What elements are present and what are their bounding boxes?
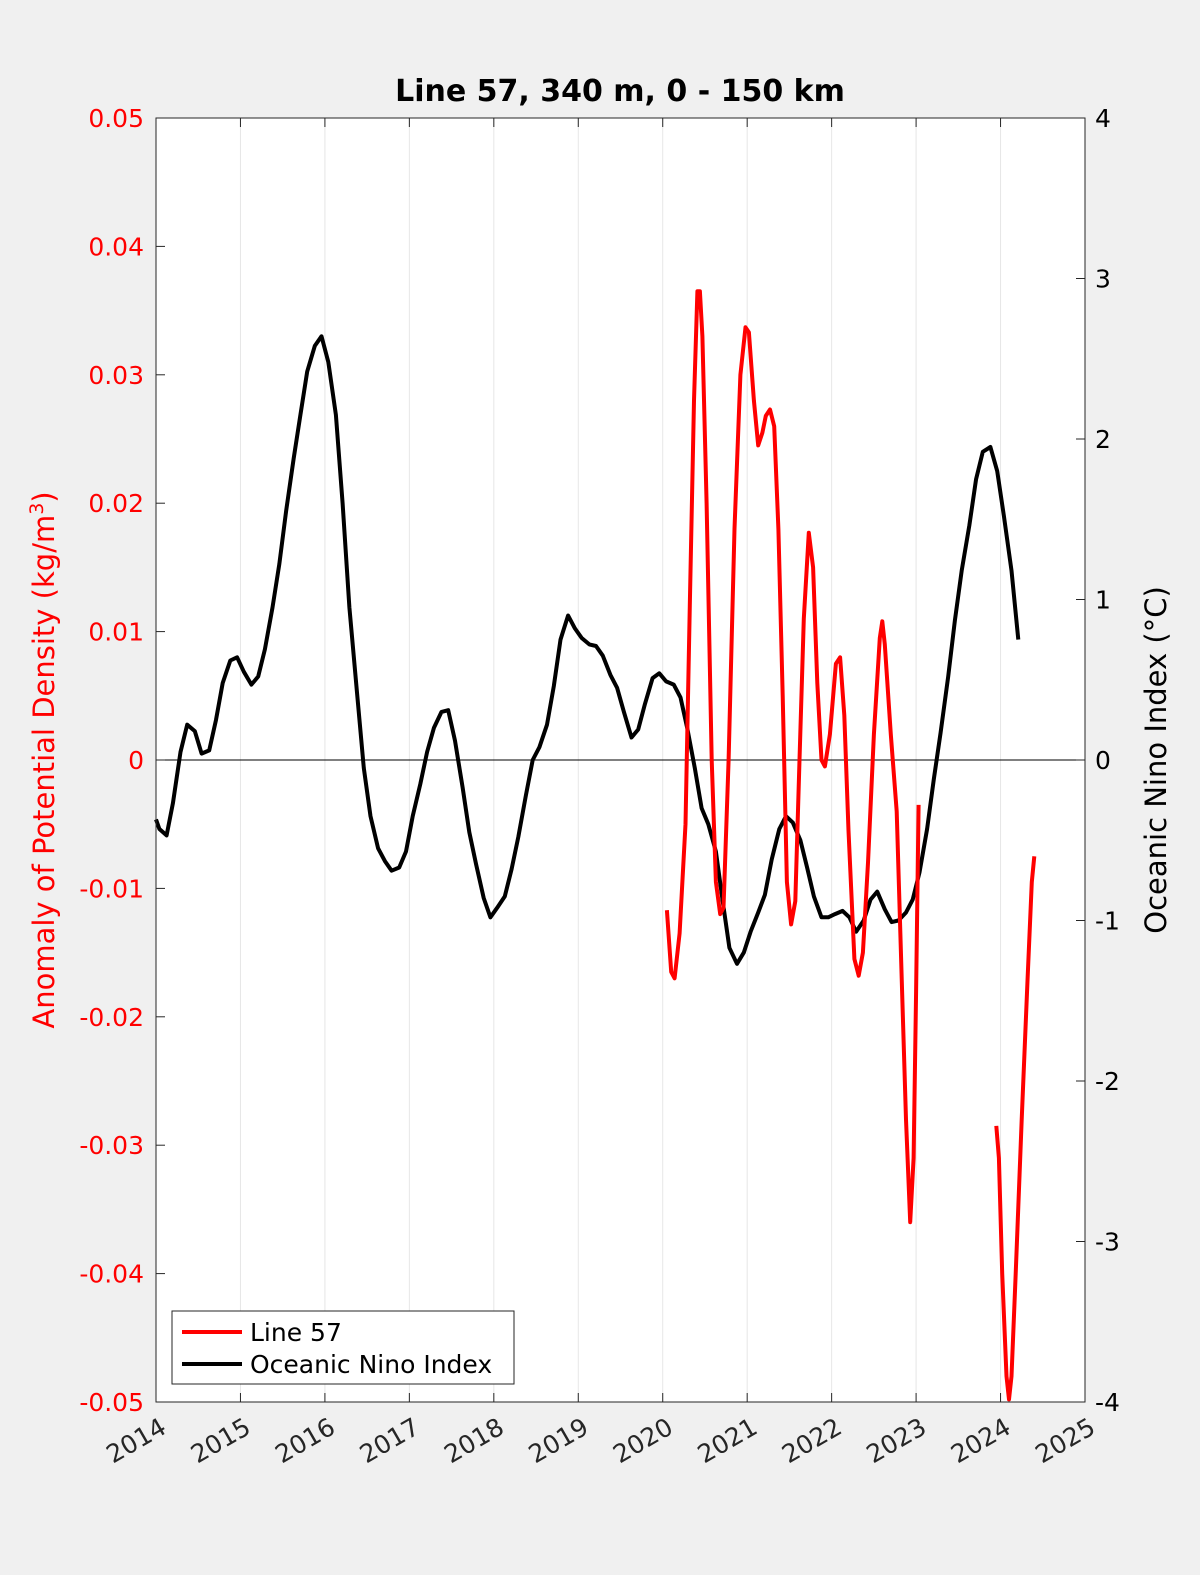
- y-left-tick-label: 0: [128, 746, 144, 775]
- y-right-tick-label: 0: [1095, 746, 1111, 775]
- y-right-tick-label: -1: [1095, 907, 1120, 936]
- y-left-tick-label: -0.04: [79, 1260, 144, 1289]
- y-left-tick-label: 0.02: [88, 489, 144, 518]
- series-line-57: [664, 289, 921, 1225]
- legend-label-line-57: Line 57: [250, 1318, 342, 1347]
- y-left-axis: 0.05 0.04 0.03 0.02 0.01 0 -0.01 -0.02 -0.03 -0.0…: [79, 104, 165, 1417]
- y-left-tick-label: 0.04: [88, 232, 144, 261]
- legend: Line 57 Oceanic Nino Index: [171, 1310, 515, 1385]
- chart-title: Line 57, 340 m, 0 - 150 km: [395, 74, 845, 109]
- y-right-tick-label: -3: [1095, 1228, 1120, 1257]
- x-tick-label: 2019: [524, 1412, 594, 1469]
- y-right-tick-label: 2: [1095, 425, 1111, 454]
- y-left-tick-label: -0.03: [79, 1131, 144, 1160]
- x-tick-label: 2017: [355, 1412, 425, 1469]
- y-left-label-main: Anomaly of Potential Density (kg/m: [27, 515, 61, 1029]
- y-right-tick-label: 3: [1095, 265, 1111, 294]
- x-tick-label: 2016: [270, 1412, 340, 1469]
- y-left-label-superscript: 3: [26, 503, 48, 515]
- legend-label-oni: Oceanic Nino Index: [250, 1350, 492, 1379]
- x-tick-label: 2014: [101, 1412, 171, 1469]
- y-left-tick-label: -0.05: [79, 1388, 144, 1417]
- y-right-axis: 4 3 2 1 0 -1 -2 -3 -4: [1076, 104, 1120, 1417]
- y-left-tick-label: 0.01: [88, 618, 144, 647]
- y-right-label: Oceanic Nino Index (°C): [1139, 586, 1173, 934]
- y-right-tick-label: 1: [1095, 586, 1111, 615]
- series-line-57: [994, 856, 1037, 1402]
- x-tick-label: 2022: [777, 1412, 847, 1469]
- y-right-tick-label: -4: [1095, 1388, 1120, 1417]
- y-left-tick-label: 0.03: [88, 361, 144, 390]
- y-right-tick-label: 4: [1095, 104, 1111, 133]
- x-tick-label: 2023: [861, 1412, 931, 1469]
- series-oceanic-nino-index: [154, 334, 1021, 966]
- legend-box: [171, 1310, 515, 1385]
- y-left-tick-label: -0.01: [79, 874, 144, 903]
- x-tick-label: 2025: [1030, 1412, 1100, 1469]
- y-left-label: Anomaly of Potential Density (kg/m3): [26, 491, 61, 1028]
- y-right-tick-label: -2: [1095, 1067, 1120, 1096]
- x-tick-label: 2024: [946, 1412, 1016, 1469]
- x-tick-label: 2015: [186, 1412, 256, 1469]
- y-left-tick-label: -0.02: [79, 1003, 144, 1032]
- series-layer: [154, 289, 1037, 1402]
- x-tick-label: 2020: [608, 1412, 678, 1469]
- x-tick-label: 2018: [439, 1412, 509, 1469]
- y-left-tick-label: 0.05: [88, 104, 144, 133]
- y-left-label-close: ): [27, 491, 61, 502]
- x-tick-label: 2021: [693, 1412, 763, 1469]
